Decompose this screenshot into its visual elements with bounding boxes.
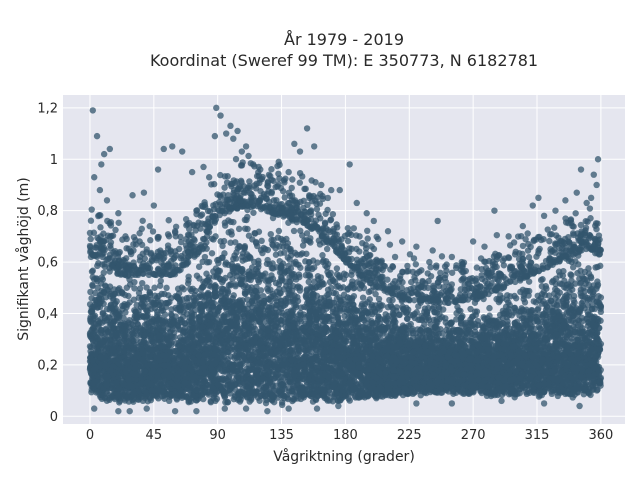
data-point bbox=[284, 394, 291, 401]
data-point bbox=[227, 239, 234, 246]
data-point bbox=[235, 225, 243, 233]
data-point bbox=[303, 286, 311, 293]
data-point bbox=[372, 290, 379, 298]
data-point bbox=[364, 298, 371, 306]
data-point bbox=[359, 294, 367, 301]
data-point bbox=[203, 270, 210, 277]
data-point bbox=[348, 271, 355, 279]
data-point bbox=[305, 278, 312, 286]
data-point bbox=[574, 269, 581, 277]
data-point bbox=[260, 292, 267, 300]
data-point bbox=[208, 250, 216, 257]
data-point bbox=[539, 276, 546, 283]
data-point bbox=[396, 311, 403, 319]
data-point bbox=[299, 242, 307, 249]
data-points bbox=[86, 104, 605, 415]
data-point bbox=[201, 253, 209, 261]
data-point bbox=[319, 252, 326, 259]
data-point bbox=[100, 288, 107, 296]
data-point bbox=[196, 275, 203, 282]
data-point bbox=[106, 268, 113, 275]
data-point bbox=[508, 312, 515, 319]
data-point bbox=[156, 282, 164, 289]
data-point bbox=[584, 308, 591, 316]
data-point bbox=[245, 232, 253, 239]
data-point bbox=[323, 245, 331, 253]
data-point bbox=[258, 237, 265, 245]
data-point bbox=[559, 272, 567, 279]
data-point bbox=[389, 309, 397, 316]
data-point bbox=[247, 255, 254, 262]
data-point bbox=[486, 304, 493, 312]
data-point bbox=[184, 280, 192, 287]
data-point bbox=[375, 295, 383, 303]
data-point bbox=[139, 279, 146, 287]
data-point bbox=[131, 285, 138, 292]
data-point bbox=[94, 284, 101, 291]
data-point bbox=[330, 277, 337, 285]
data-point bbox=[345, 306, 353, 314]
data-point bbox=[275, 227, 283, 235]
data-point bbox=[469, 322, 477, 329]
data-point bbox=[88, 268, 96, 275]
data-point bbox=[267, 230, 274, 238]
data-point bbox=[195, 263, 203, 270]
data-point bbox=[125, 292, 132, 300]
data-point bbox=[568, 272, 575, 279]
data-point bbox=[504, 292, 511, 299]
data-point bbox=[280, 243, 287, 251]
data-point bbox=[329, 312, 336, 320]
data-point bbox=[199, 258, 206, 266]
